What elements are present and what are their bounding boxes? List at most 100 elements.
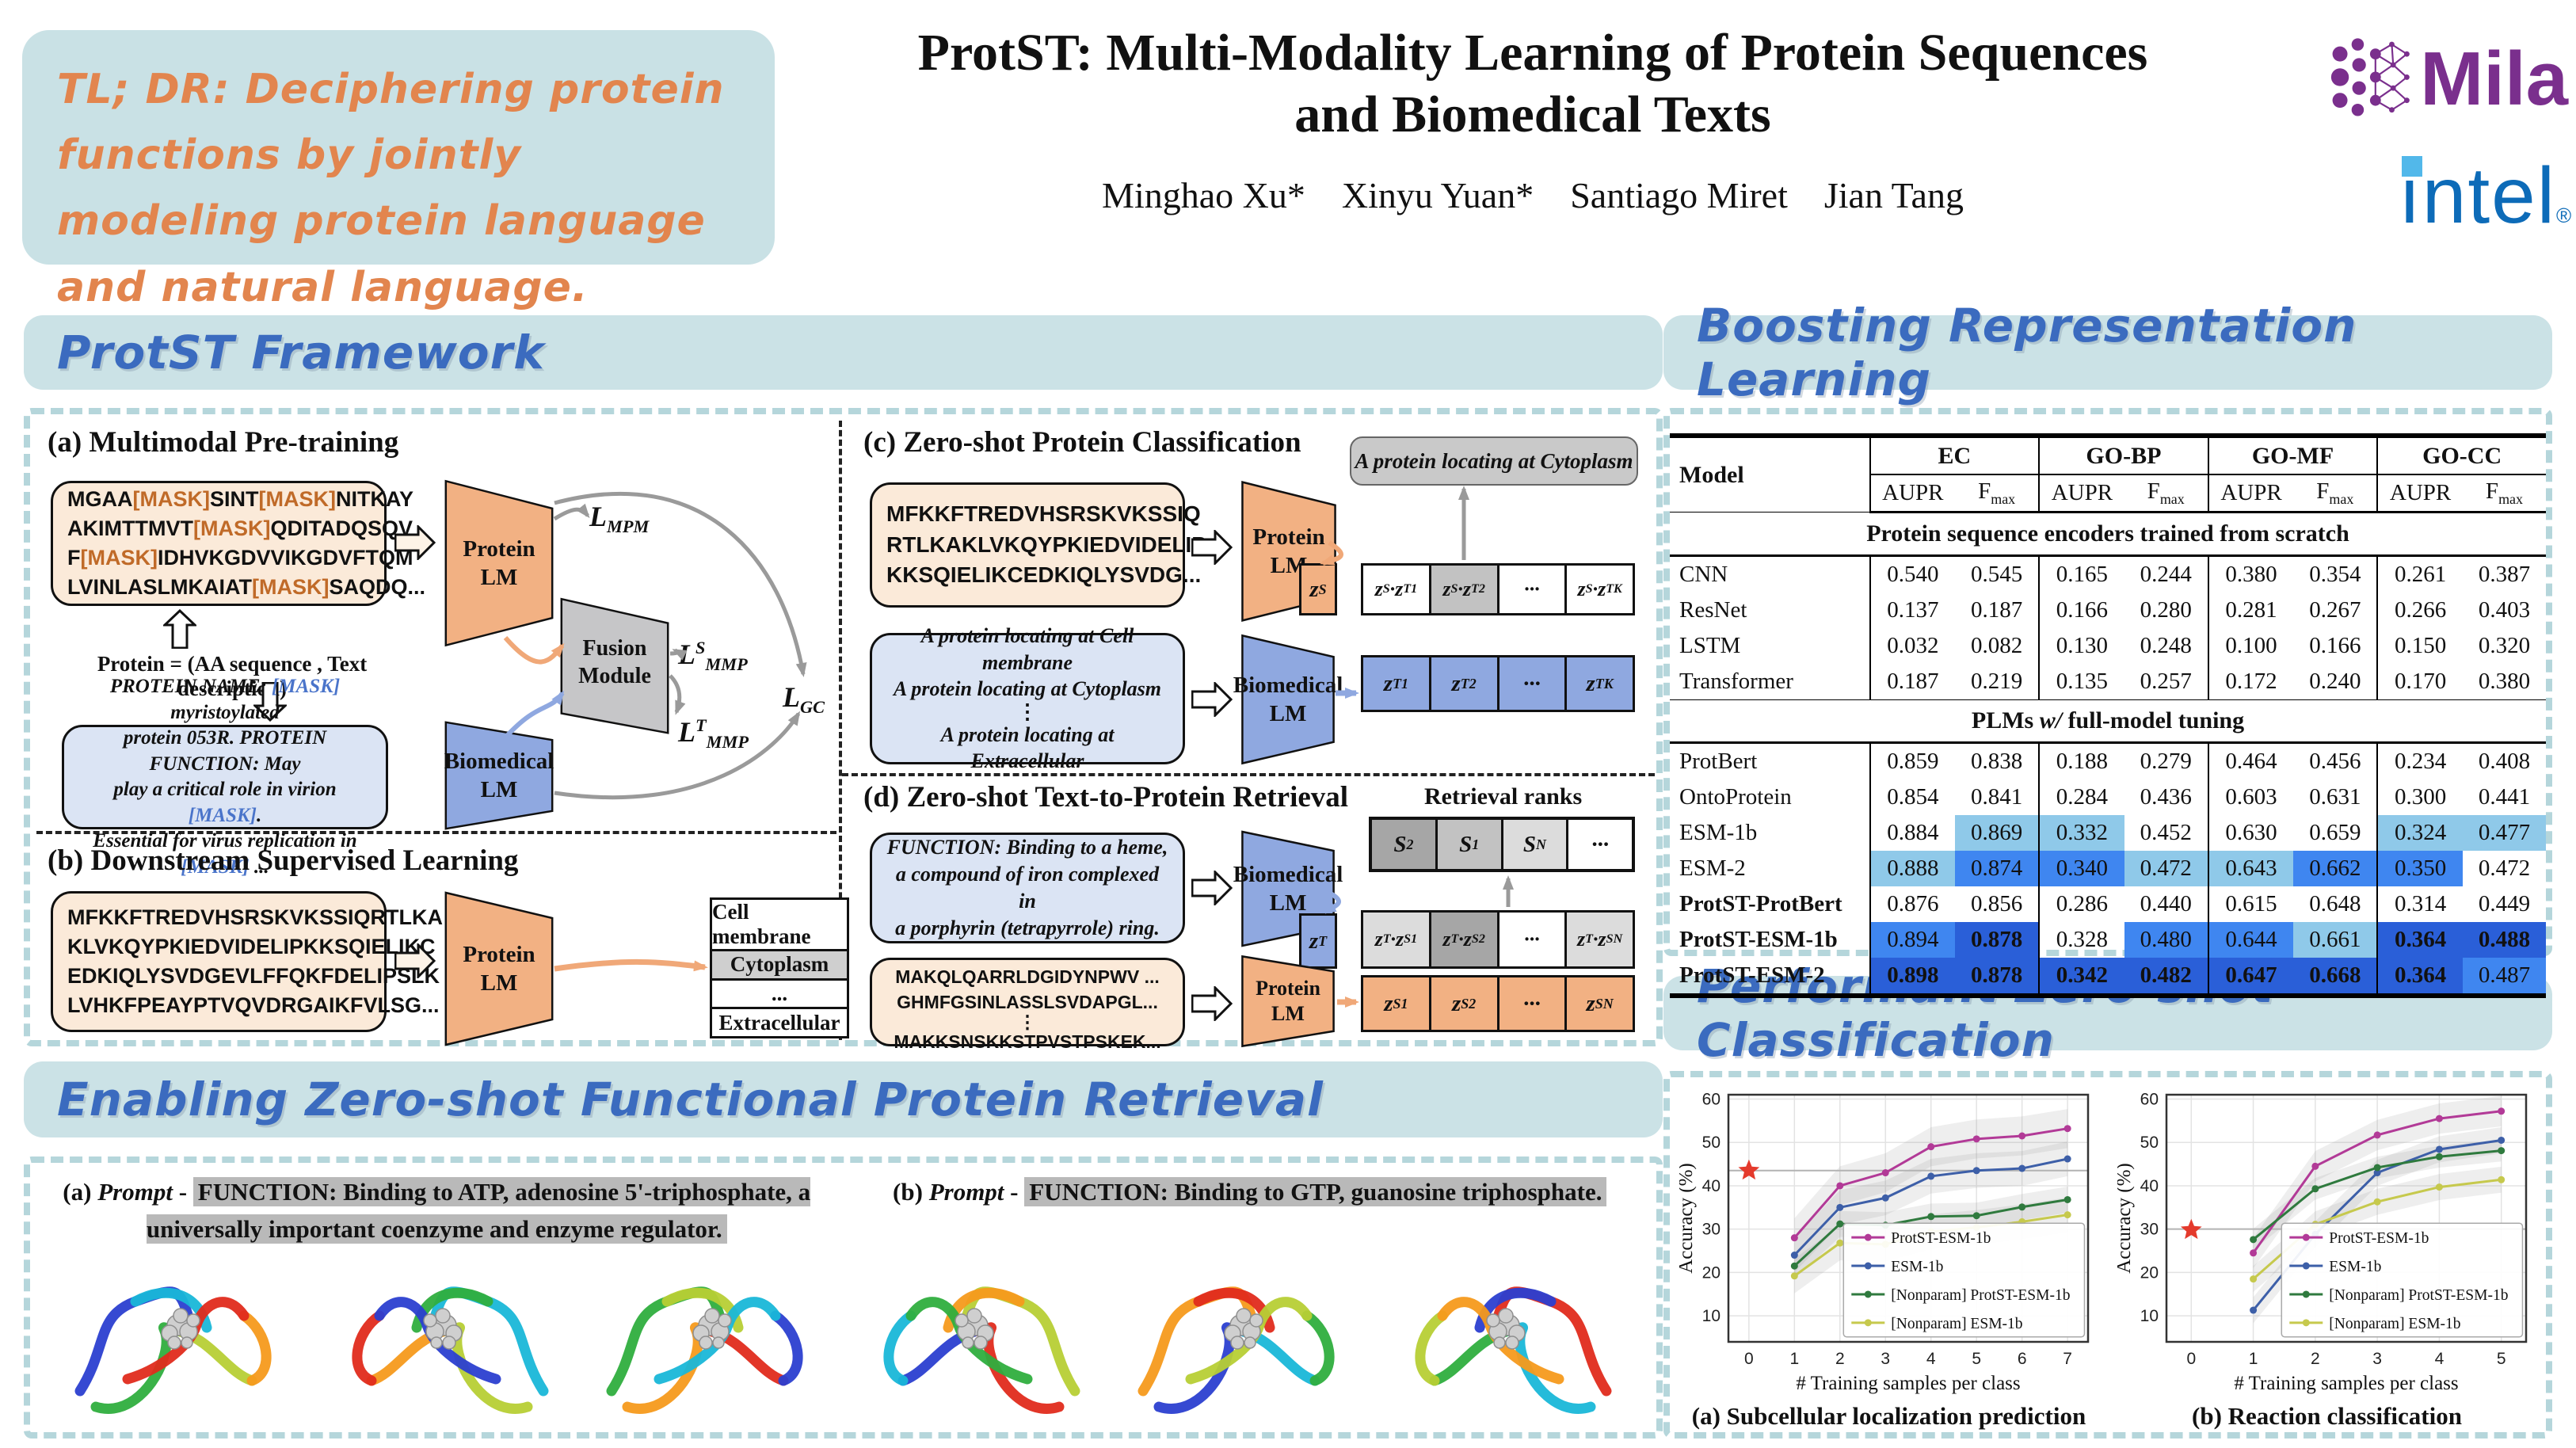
panel-a-title: (a) Multimodal Pre-training [48,426,399,459]
embedding-cell: z T ·z S N [1564,913,1633,966]
value-cell: 0.668 [2293,958,2378,996]
chart-plot: 10 20 30 40 50 60 0 1 2 3 4 5 # Training samples per… [2117,1090,2527,1394]
text-line: A protein locating at Extracellular [940,722,1115,773]
block-arrow-right-icon [1191,682,1233,717]
retrieval-box: (a) Prompt - FUNCTION: Binding to ATP, a… [24,1156,1663,1438]
panel-b-protein-lm: Protein LM [444,890,554,1048]
protein-structure [352,1286,549,1414]
value-cell: 0.464 [2207,742,2294,779]
text-line: A protein locating at Cell membrane [920,623,1134,674]
embedding-cell: z T ·z S 2 [1428,913,1497,966]
model-name-cell: ProtST-ESM-1b [1679,927,1838,952]
panel-c-prediction-result: A protein locating at Cytoplasm [1350,436,1638,486]
svg-text:4: 4 [2434,1350,2444,1368]
value-cell: 0.280 [2140,597,2192,623]
authors: Minghao Xu* Xinyu Yuan* Santiago Miret J… [1102,174,1964,215]
value-cell: 0.166 [2038,593,2124,628]
svg-text:3: 3 [1881,1350,1890,1368]
svg-text:[Nonparam] ProtST-ESM-1b: [Nonparam] ProtST-ESM-1b [2329,1287,2508,1304]
panel-c-result-text: A protein locating at Cytoplasm [1355,448,1633,473]
value-cell: 0.342 [2038,958,2124,996]
prompt-b: (b) Prompt - FUNCTION: Binding to GTP, g… [844,1174,1657,1248]
panel-d-protein-lm: Protein LM [1240,955,1336,1048]
poster-title-line2: and Biomedical Texts [1294,85,1771,143]
svg-text:7: 7 [2063,1350,2072,1368]
table-header-metric: Fmax [2293,474,2378,513]
panel-d-similarity-row: z T ·z S 1 z T ·z S 2 ··· z T ·z S N [1361,910,1635,969]
value-cell: 0.364 [2376,958,2463,996]
svg-text:ESM-1b: ESM-1b [2329,1259,2381,1275]
panel-c-similarity-row: z S ·z T 1 z S ·z T 2 ··· z S ·z T K [1361,563,1635,615]
retrieval-ranks-label: Retrieval ranks [1424,783,1583,810]
embedding-cell: ··· [1496,977,1565,1030]
embedding-cell: ··· [1496,566,1565,613]
poster-title-line1: ProtST: Multi-Modality Learning of Prote… [917,24,2148,82]
value-cell: 0.281 [2207,593,2294,628]
table-row: Transformer 0.187 0.219 0.135 0.257 0.172 0.24… [1670,664,2546,700]
retrieval-section-title: Enabling Zero-shot Functional Protein Re… [57,1073,1324,1126]
value-cell: 0.545 [1971,562,2023,587]
table-section-header: Protein sequence encoders trained from s… [1670,512,2546,557]
svg-text:40: 40 [1701,1177,1720,1195]
loss-gc: LGC [783,681,825,718]
panel-d-protein-sequences: MAKQLQARRLDGIDYNPWV ... GHMFGSINLASSLSVDA… [870,958,1185,1052]
value-cell: 0.284 [2038,779,2124,815]
prompt-b-text: FUNCTION: Binding to GTP, guanosine trip… [1024,1177,1607,1206]
value-cell: 0.350 [2376,851,2463,886]
value-cell: 0.364 [2376,922,2463,958]
svg-text:50: 50 [2140,1134,2158,1152]
panel-d-biomedical-lm-label: Biomedical LM [1233,861,1343,916]
value-cell: 0.100 [2207,628,2294,664]
value-cell: 0.380 [2207,555,2294,593]
value-cell: 0.137 [1869,593,1956,628]
value-cell: 0.884 [1869,815,1956,851]
value-cell: 0.480 [2124,922,2208,958]
table-header-metric: AUPR [2207,474,2294,513]
line-chart: 10 20 30 40 50 60 0 1 2 3 4 5 6 7 # Training samples p… [1679,1085,2099,1431]
value-cell: 0.488 [2462,922,2546,958]
value-cell: 0.441 [2478,784,2531,810]
value-cell: 0.130 [2038,628,2124,664]
value-cell: 0.472 [2478,855,2531,881]
panel-d-function-text: FUNCTION: Binding to a heme, a compound o… [870,833,1185,943]
embedding-cell: ··· [1566,820,1632,869]
value-cell: 0.032 [1869,628,1956,664]
value-cell: 0.878 [1955,958,2040,996]
table-header-metric: AUPR [2376,474,2463,513]
value-cell: 0.240 [2309,669,2361,694]
svg-text:ProtST-ESM-1b: ProtST-ESM-1b [1891,1230,1991,1247]
charts-row: 10 20 30 40 50 60 0 1 2 3 4 5 6 7 # Training samples p… [1670,1077,2546,1432]
sequence-line: MAKKSNSKKSTPVSTPSKEK... [894,1031,1161,1052]
table-header-metric: AUPR [1869,474,1956,513]
value-cell: 0.150 [2376,628,2463,664]
svg-text:10: 10 [1701,1307,1720,1325]
intel-dot-icon [2402,156,2422,177]
class-list-item: Extracellular [712,1007,847,1036]
line-chart: 10 20 30 40 50 60 0 1 2 3 4 5 # Training samples per… [2117,1085,2537,1431]
panel-c-title: (c) Zero-shot Protein Classification [863,426,1301,459]
table-header-metric: AUPR [2038,474,2124,513]
value-cell: 0.540 [1869,555,1956,593]
loss-smmp: LSMMP [678,638,748,675]
value-cell: 0.219 [1971,669,2023,694]
table-header-metric: Fmax [1955,474,2040,513]
fusion-module-label: Fusion Module [578,636,651,688]
value-cell: 0.456 [2309,749,2361,774]
svg-text:30: 30 [2140,1221,2158,1239]
value-cell: 0.838 [1971,749,2023,774]
panel-b-title: (b) Downstream Supervised Learning [48,844,519,877]
value-cell: 0.854 [1869,779,1956,815]
panel-a-text-content: PROTEIN NAME: [MASK] myristoylated protei… [93,676,357,878]
intel-logo-text: ıntel® [2399,151,2574,240]
model-name-cell: ESM-2 [1679,855,1746,881]
sequence-line: ⋮ [1018,1012,1037,1033]
value-cell: 0.248 [2140,633,2192,658]
value-cell: 0.172 [2207,664,2294,700]
value-cell: 0.648 [2309,891,2361,916]
svg-text:60: 60 [2140,1090,2158,1108]
